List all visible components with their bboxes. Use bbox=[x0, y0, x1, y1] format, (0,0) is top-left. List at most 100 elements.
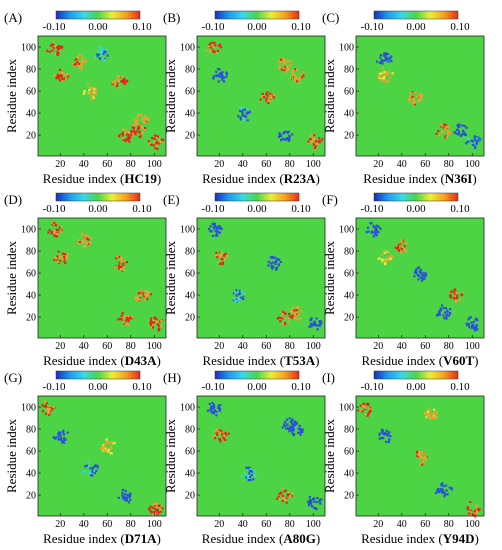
heatmap-cell bbox=[288, 137, 291, 141]
heatmap-cell bbox=[313, 146, 317, 150]
y-tick-label: 40 bbox=[344, 291, 354, 302]
heatmap-cell bbox=[55, 46, 59, 49]
panel-label: (E) bbox=[163, 192, 180, 207]
heatmap-cell bbox=[365, 402, 369, 406]
heatmap-cell bbox=[88, 240, 91, 244]
heatmap-cell bbox=[242, 295, 245, 298]
heatmap-cell bbox=[126, 496, 129, 500]
x-tick-label: 40 bbox=[397, 341, 407, 352]
heatmap-cell bbox=[375, 60, 379, 63]
heatmap-cell bbox=[440, 488, 444, 491]
heatmap-cell bbox=[474, 325, 478, 328]
heatmap-cell bbox=[227, 432, 230, 435]
heatmap-cell bbox=[277, 495, 280, 498]
heatmap-cell bbox=[66, 253, 69, 256]
heatmap-cell bbox=[459, 298, 462, 301]
heatmap-cell bbox=[294, 68, 297, 71]
heatmap-cell bbox=[211, 234, 215, 238]
heatmap-cell bbox=[478, 138, 482, 141]
heatmap-cell bbox=[244, 472, 247, 476]
colorbar-tick-label: 0.10 bbox=[132, 381, 152, 393]
heatmap-cell bbox=[62, 258, 66, 261]
heatmap-cell bbox=[455, 128, 458, 131]
colorbar-tick-label: 0.00 bbox=[247, 21, 267, 33]
x-tick-label: 80 bbox=[444, 519, 454, 530]
heatmap-cell bbox=[91, 466, 94, 469]
heatmap-cell bbox=[311, 138, 314, 141]
heatmap-cell bbox=[472, 140, 475, 143]
heatmap-cell bbox=[139, 132, 142, 135]
heatmap-cell bbox=[417, 278, 420, 281]
heatmap-cell bbox=[222, 80, 226, 83]
heatmap-cell bbox=[283, 62, 286, 66]
heatmap-cell bbox=[136, 295, 139, 299]
heatmap-cell bbox=[434, 491, 438, 495]
heatmap-cell bbox=[41, 410, 45, 413]
heatmap-cell bbox=[73, 63, 76, 66]
heatmap-cell bbox=[59, 431, 62, 434]
heatmap-cell bbox=[411, 95, 414, 99]
heatmap-cell bbox=[82, 244, 86, 248]
heatmap-cell bbox=[150, 317, 153, 320]
x-tick-label: 20 bbox=[214, 159, 224, 170]
heatmap-cell bbox=[60, 71, 63, 75]
heatmap-cell bbox=[77, 239, 81, 242]
heatmap-cell bbox=[380, 78, 383, 81]
heatmap-cell bbox=[278, 64, 282, 67]
heatmap-cell bbox=[53, 229, 56, 233]
heatmap-cell bbox=[157, 142, 161, 145]
heatmap-cell bbox=[123, 498, 126, 501]
heatmap-cell bbox=[302, 74, 305, 77]
heatmap-cell bbox=[254, 474, 257, 477]
heatmap-cell bbox=[209, 408, 212, 412]
heatmap-cell bbox=[114, 266, 117, 269]
heatmap-cell bbox=[159, 508, 162, 511]
heatmap-cell bbox=[104, 447, 107, 450]
heatmap-cell bbox=[80, 67, 83, 70]
heatmap-cell bbox=[215, 251, 218, 254]
heatmap-cell bbox=[224, 431, 227, 435]
heatmap-cell bbox=[123, 82, 126, 86]
heatmap-cell bbox=[215, 232, 218, 235]
heatmap-cell bbox=[140, 113, 143, 117]
heatmap-cell bbox=[286, 427, 289, 430]
heatmap-cell bbox=[147, 118, 150, 121]
heatmap-cell bbox=[269, 94, 273, 98]
heatmap-cell bbox=[430, 416, 434, 419]
heatmap-cell bbox=[216, 225, 219, 229]
heatmap-cell bbox=[473, 138, 476, 141]
heatmap-clusters bbox=[47, 221, 164, 332]
mutant-name: D71A bbox=[125, 531, 157, 546]
heatmap-cell bbox=[77, 62, 81, 65]
heatmap-cell bbox=[121, 265, 124, 268]
heatmap-cell bbox=[224, 434, 227, 437]
heatmap-cell bbox=[379, 53, 382, 57]
x-tick-label: 20 bbox=[55, 519, 65, 530]
heatmap-cell bbox=[300, 429, 303, 432]
y-tick-label: 20 bbox=[26, 131, 36, 142]
heatmap-cell bbox=[44, 404, 48, 407]
colorbar bbox=[373, 192, 459, 202]
heatmap-cell bbox=[132, 129, 135, 132]
heatmap-cell bbox=[223, 434, 226, 438]
heatmap-cell bbox=[387, 432, 390, 435]
heatmap-cell bbox=[397, 243, 401, 247]
x-tick-label: 60 bbox=[102, 159, 112, 170]
heatmap-cell bbox=[216, 255, 219, 259]
heatmap-cell bbox=[221, 78, 224, 81]
heatmap-cell bbox=[54, 256, 58, 259]
heatmap-cell bbox=[150, 511, 153, 514]
heatmap-cell bbox=[127, 133, 130, 137]
heatmap-cell bbox=[385, 440, 388, 444]
heatmap-cell bbox=[285, 70, 288, 73]
heatmap-cell bbox=[475, 142, 479, 145]
heatmap-cell bbox=[244, 115, 248, 118]
heatmap-cell bbox=[238, 292, 241, 295]
heatmap-cell bbox=[308, 496, 312, 499]
heatmap-cell bbox=[292, 306, 295, 310]
heatmap-cell bbox=[218, 255, 221, 259]
heatmap-cell bbox=[156, 323, 160, 326]
heatmap-cell bbox=[144, 298, 147, 301]
heatmap-cell bbox=[117, 318, 120, 321]
heatmap-cell bbox=[438, 313, 441, 316]
